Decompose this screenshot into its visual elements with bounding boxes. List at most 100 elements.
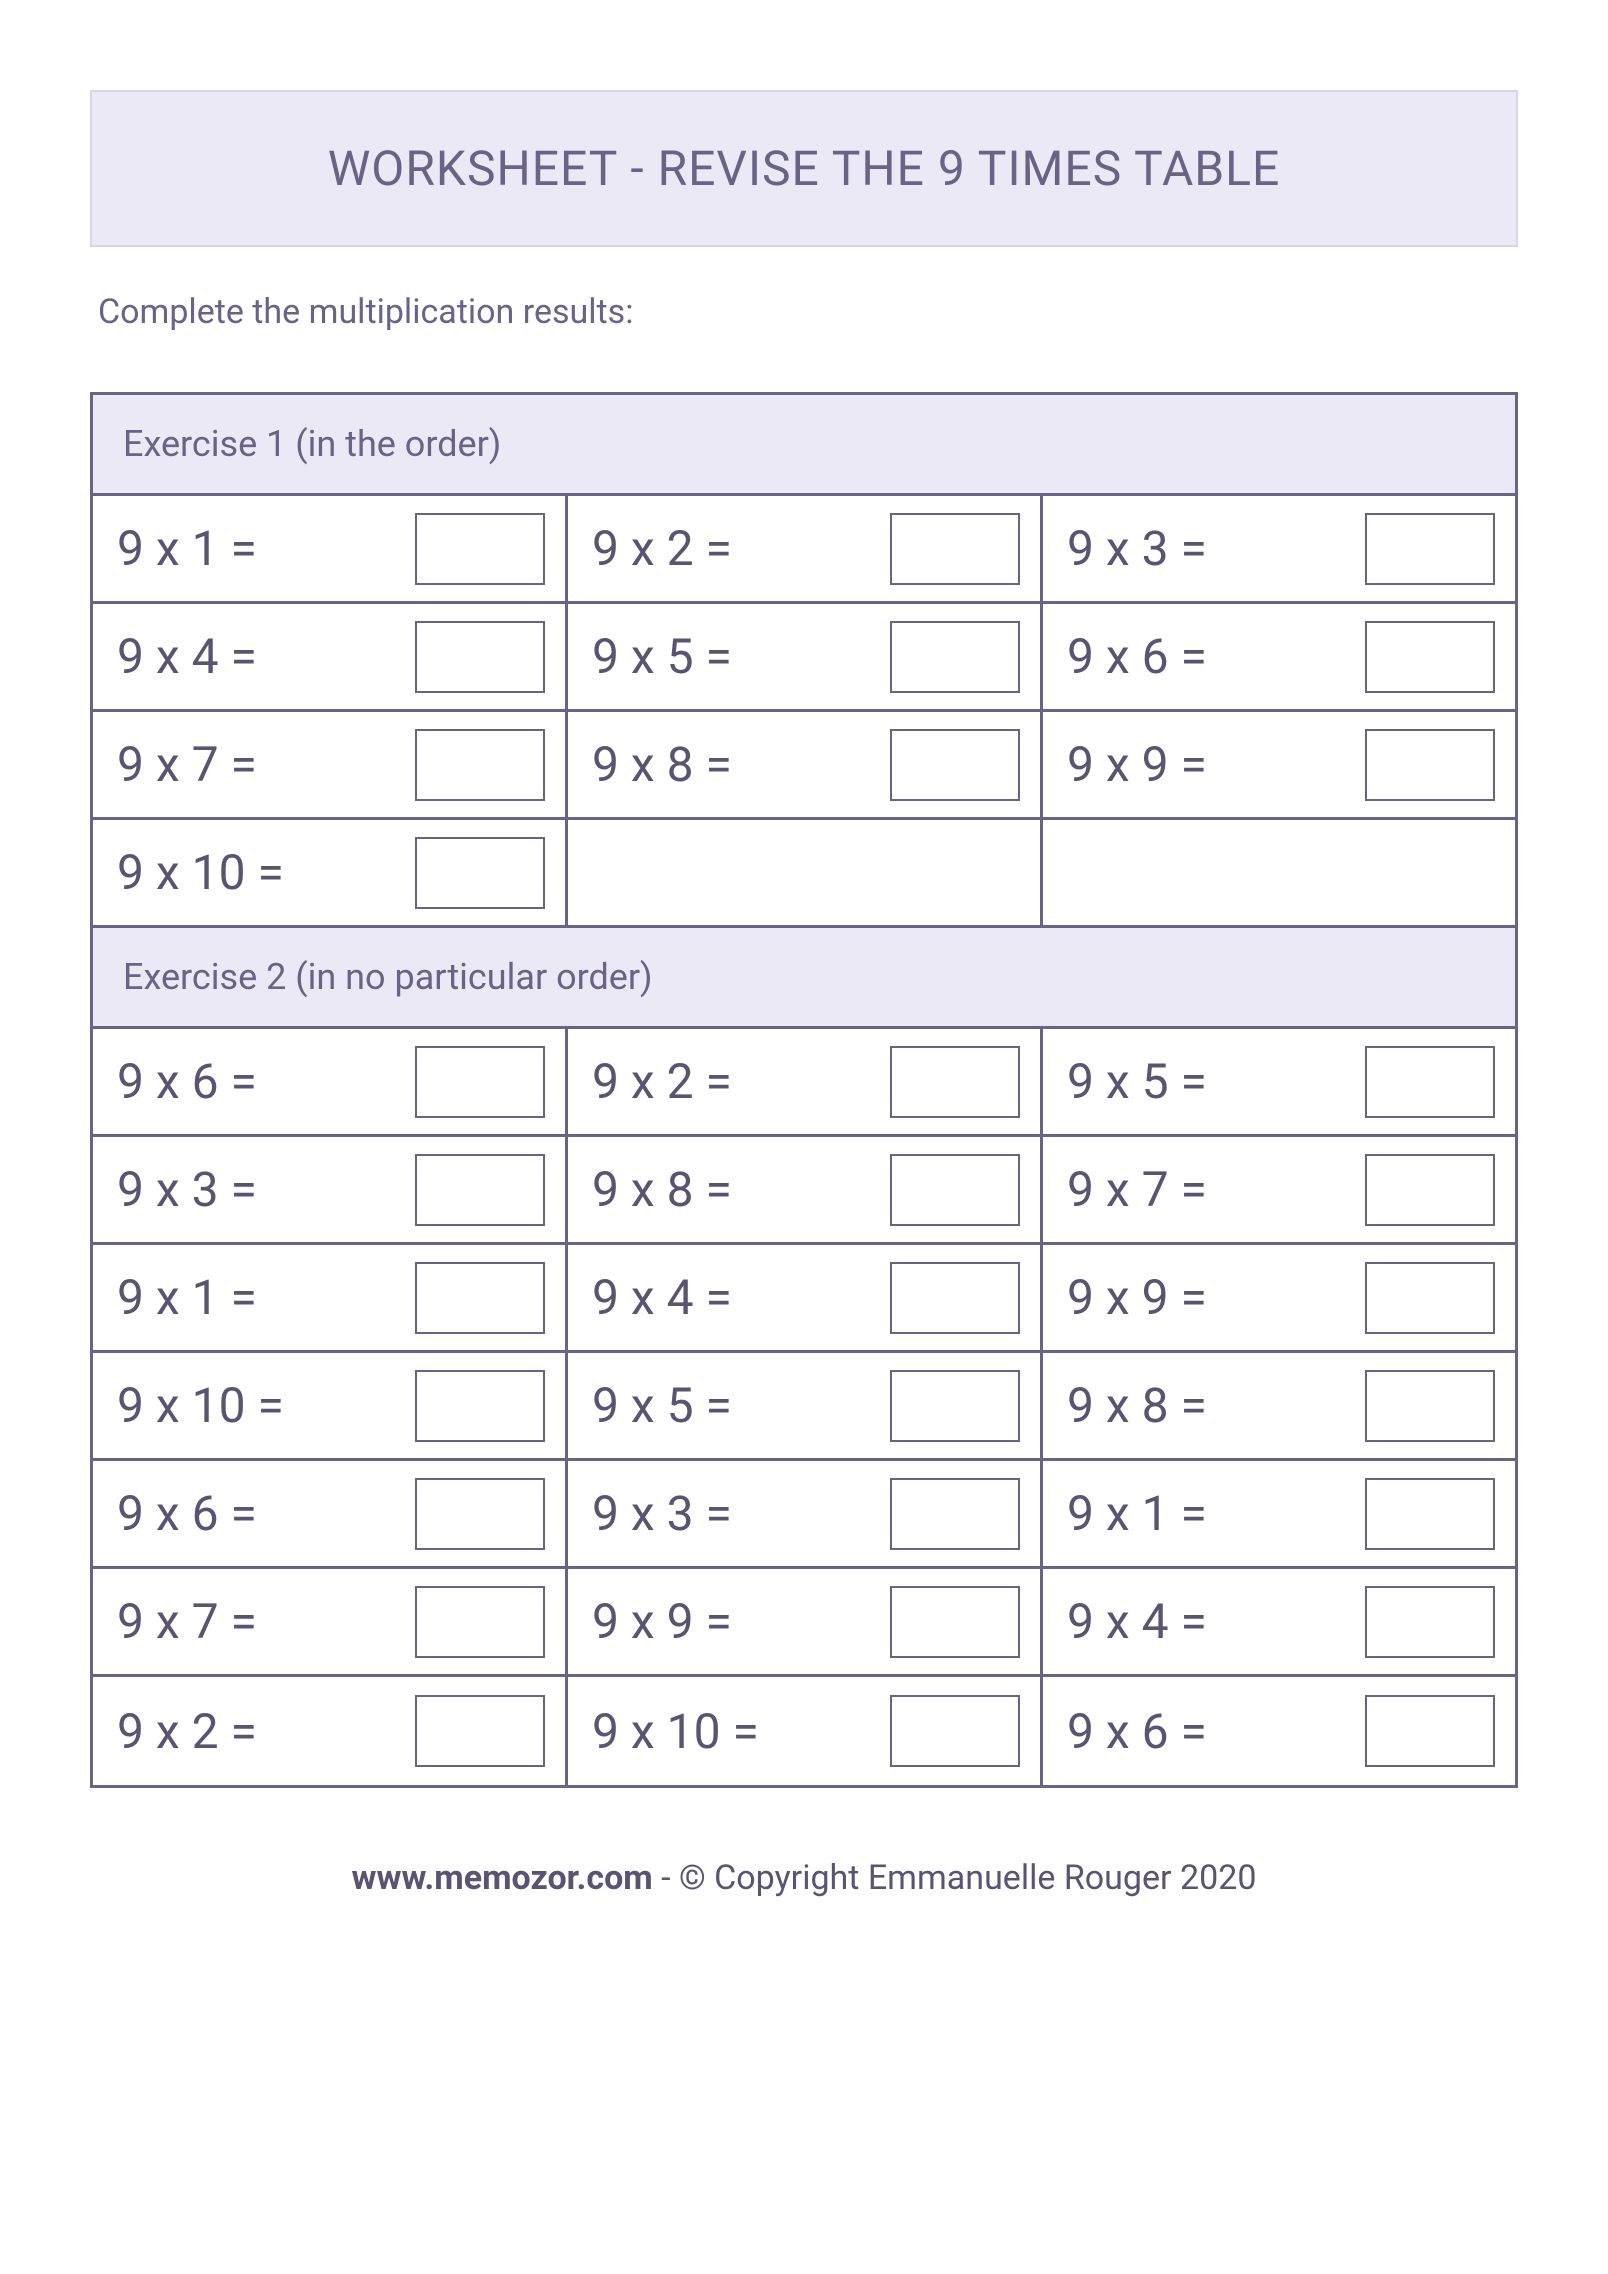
problem-cell: 9 x 7 =: [93, 712, 568, 820]
problem-cell: [1043, 820, 1515, 928]
instruction-text: Complete the multiplication results:: [98, 292, 1518, 332]
problem-cell: 9 x 6 =: [93, 1461, 568, 1569]
problem-text: 9 x 5 =: [592, 628, 732, 685]
problem-text: 9 x 3 =: [117, 1161, 257, 1218]
answer-input[interactable]: [1365, 729, 1495, 801]
answer-input[interactable]: [1365, 1478, 1495, 1550]
problem-text: 9 x 10 =: [117, 844, 284, 901]
problem-text: 9 x 1 =: [117, 1269, 257, 1326]
problem-text: 9 x 7 =: [1067, 1161, 1207, 1218]
answer-input[interactable]: [1365, 1586, 1495, 1658]
answer-input[interactable]: [890, 1586, 1020, 1658]
table-row: 9 x 4 = 9 x 5 = 9 x 6 =: [93, 604, 1515, 712]
answer-input[interactable]: [1365, 1262, 1495, 1334]
problem-text: 9 x 9 =: [1067, 1269, 1207, 1326]
answer-input[interactable]: [415, 729, 545, 801]
answer-input[interactable]: [415, 1262, 545, 1334]
answer-input[interactable]: [415, 1695, 545, 1767]
problem-text: 9 x 2 =: [117, 1703, 257, 1760]
problem-cell: 9 x 7 =: [93, 1569, 568, 1677]
answer-input[interactable]: [1365, 1370, 1495, 1442]
problem-cell: 9 x 8 =: [568, 712, 1043, 820]
answer-input[interactable]: [890, 729, 1020, 801]
problem-cell: 9 x 1 =: [93, 496, 568, 604]
worksheet-title-bar: WORKSHEET - REVISE THE 9 TIMES TABLE: [90, 90, 1518, 247]
problem-cell: 9 x 9 =: [1043, 1245, 1515, 1353]
problem-text: 9 x 8 =: [592, 736, 732, 793]
problem-cell: 9 x 9 =: [1043, 712, 1515, 820]
table-row: 9 x 6 = 9 x 2 = 9 x 5 =: [93, 1029, 1515, 1137]
problem-cell: 9 x 4 =: [93, 604, 568, 712]
problem-text: 9 x 9 =: [592, 1593, 732, 1650]
problem-text: 9 x 4 =: [117, 628, 257, 685]
table-row: 9 x 7 = 9 x 9 = 9 x 4 =: [93, 1569, 1515, 1677]
answer-input[interactable]: [415, 837, 545, 909]
problem-cell: 9 x 5 =: [568, 1353, 1043, 1461]
problem-text: 9 x 2 =: [592, 1053, 732, 1110]
footer-copyright: - © Copyright Emmanuelle Rouger 2020: [653, 1858, 1257, 1898]
answer-input[interactable]: [1365, 513, 1495, 585]
answer-input[interactable]: [415, 1154, 545, 1226]
answer-input[interactable]: [415, 1046, 545, 1118]
problem-cell: 9 x 3 =: [1043, 496, 1515, 604]
answer-input[interactable]: [890, 513, 1020, 585]
problem-cell: 9 x 4 =: [568, 1245, 1043, 1353]
answer-input[interactable]: [890, 1370, 1020, 1442]
problem-text: 9 x 4 =: [592, 1269, 732, 1326]
problem-text: 9 x 1 =: [117, 520, 257, 577]
answer-input[interactable]: [1365, 1695, 1495, 1767]
problem-cell: 9 x 9 =: [568, 1569, 1043, 1677]
problem-text: 9 x 10 =: [117, 1377, 284, 1434]
problem-text: 9 x 10 =: [592, 1703, 759, 1760]
answer-input[interactable]: [890, 621, 1020, 693]
problem-text: 9 x 3 =: [1067, 520, 1207, 577]
problem-text: 9 x 6 =: [117, 1053, 257, 1110]
problem-cell: 9 x 2 =: [93, 1677, 568, 1785]
problem-cell: 9 x 2 =: [568, 496, 1043, 604]
problem-cell: 9 x 8 =: [568, 1137, 1043, 1245]
exercise-header: Exercise 1 (in the order): [93, 395, 1515, 496]
exercise-header: Exercise 2 (in no particular order): [93, 928, 1515, 1029]
problem-text: 9 x 3 =: [592, 1485, 732, 1542]
problem-cell: 9 x 1 =: [1043, 1461, 1515, 1569]
answer-input[interactable]: [890, 1046, 1020, 1118]
answer-input[interactable]: [1365, 1046, 1495, 1118]
problem-cell: 9 x 4 =: [1043, 1569, 1515, 1677]
answer-input[interactable]: [415, 513, 545, 585]
problem-cell: [568, 820, 1043, 928]
answer-input[interactable]: [1365, 1154, 1495, 1226]
answer-input[interactable]: [415, 1370, 545, 1442]
answer-input[interactable]: [1365, 621, 1495, 693]
problem-cell: 9 x 5 =: [568, 604, 1043, 712]
answer-input[interactable]: [890, 1478, 1020, 1550]
problem-cell: 9 x 10 =: [93, 820, 568, 928]
problem-cell: 9 x 10 =: [568, 1677, 1043, 1785]
table-row: 9 x 10 =: [93, 820, 1515, 928]
answer-input[interactable]: [415, 621, 545, 693]
problem-cell: 9 x 3 =: [568, 1461, 1043, 1569]
problem-text: 9 x 7 =: [117, 736, 257, 793]
problem-text: 9 x 6 =: [1067, 1703, 1207, 1760]
footer-site: www.memozor.com: [352, 1858, 653, 1898]
problem-cell: 9 x 8 =: [1043, 1353, 1515, 1461]
table-row: 9 x 2 = 9 x 10 = 9 x 6 =: [93, 1677, 1515, 1785]
problem-text: 9 x 8 =: [592, 1161, 732, 1218]
footer: www.memozor.com - © Copyright Emmanuelle…: [90, 1858, 1518, 1898]
answer-input[interactable]: [415, 1586, 545, 1658]
problem-text: 9 x 5 =: [592, 1377, 732, 1434]
problem-cell: 9 x 6 =: [1043, 604, 1515, 712]
problem-cell: 9 x 2 =: [568, 1029, 1043, 1137]
problem-cell: 9 x 1 =: [93, 1245, 568, 1353]
problem-text: 9 x 6 =: [1067, 628, 1207, 685]
problem-text: 9 x 5 =: [1067, 1053, 1207, 1110]
problem-cell: 9 x 10 =: [93, 1353, 568, 1461]
problem-text: 9 x 1 =: [1067, 1485, 1207, 1542]
worksheet-title: WORKSHEET - REVISE THE 9 TIMES TABLE: [112, 140, 1496, 197]
answer-input[interactable]: [890, 1154, 1020, 1226]
answer-input[interactable]: [415, 1478, 545, 1550]
problem-cell: 9 x 5 =: [1043, 1029, 1515, 1137]
problem-text: 9 x 7 =: [117, 1593, 257, 1650]
answer-input[interactable]: [890, 1262, 1020, 1334]
answer-input[interactable]: [890, 1695, 1020, 1767]
problem-cell: 9 x 3 =: [93, 1137, 568, 1245]
